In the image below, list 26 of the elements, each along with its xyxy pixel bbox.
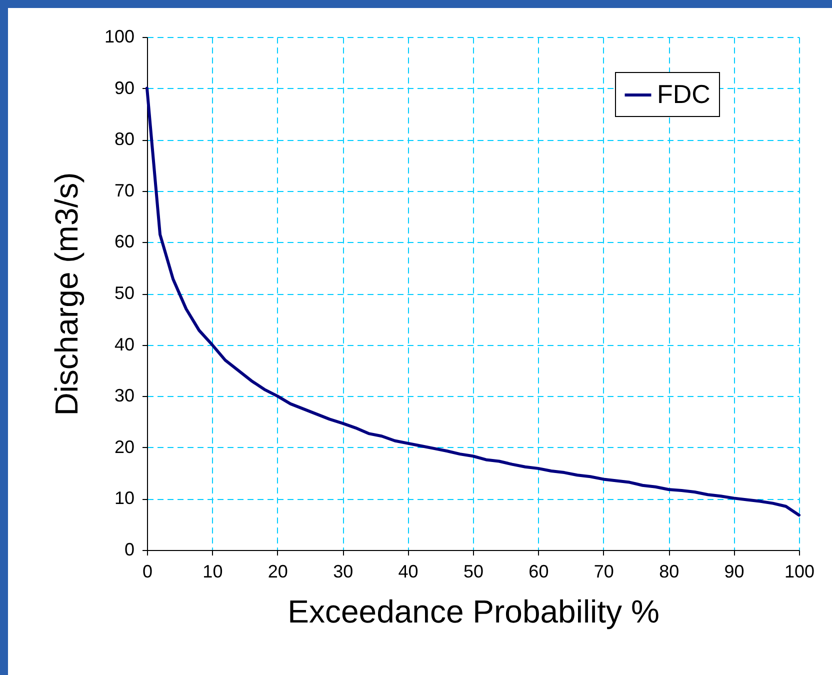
line-series bbox=[146, 86, 800, 517]
x-tick-label: 40 bbox=[398, 562, 418, 582]
y-tick-label: 80 bbox=[114, 129, 134, 150]
y-tick-label: 30 bbox=[114, 386, 134, 406]
y-tick-label: 20 bbox=[114, 436, 134, 457]
x-tick-label: 0 bbox=[142, 562, 153, 582]
y-tick-label: 0 bbox=[124, 540, 134, 560]
x-tick-label: 10 bbox=[202, 562, 223, 582]
y-tick-label: 90 bbox=[114, 78, 134, 98]
y-axis-title: Discharge (m3/s) bbox=[48, 172, 84, 416]
x-tick-label: 90 bbox=[724, 562, 744, 582]
y-tick-label: 60 bbox=[114, 232, 134, 252]
x-tick-label: 30 bbox=[333, 562, 354, 582]
y-tick-label: 100 bbox=[104, 26, 134, 46]
x-tick-label: 60 bbox=[528, 562, 549, 582]
x-tick-label: 100 bbox=[784, 562, 815, 582]
y-tick-label: 40 bbox=[114, 334, 134, 354]
x-tick-label: 80 bbox=[659, 562, 680, 582]
y-tick-label: 10 bbox=[114, 488, 134, 508]
y-tick-label: 50 bbox=[114, 283, 134, 303]
x-axis-title: Exceedance Probability % bbox=[288, 594, 660, 630]
legend-label: FDC bbox=[657, 79, 710, 109]
y-tick-label: 70 bbox=[114, 180, 134, 200]
x-tick-label: 50 bbox=[463, 562, 484, 582]
x-tick-label: 20 bbox=[268, 562, 288, 582]
x-tick-label: 70 bbox=[594, 562, 614, 582]
